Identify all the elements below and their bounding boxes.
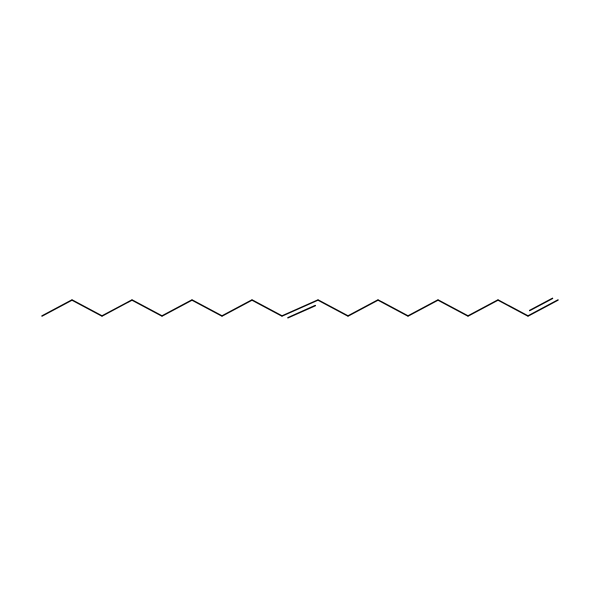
bond-line <box>132 300 162 316</box>
molecule-diagram <box>0 0 600 600</box>
bond-line <box>408 300 438 316</box>
bond-line <box>348 300 378 316</box>
bond-line <box>42 300 72 316</box>
bond-line <box>528 300 558 316</box>
bond-line <box>378 300 408 316</box>
bond-line <box>252 300 282 316</box>
bond-line <box>468 300 498 316</box>
bond-line <box>318 300 348 316</box>
bond-line <box>498 300 528 316</box>
bond-line <box>438 300 468 316</box>
bond-line <box>162 300 192 316</box>
bond-line <box>222 300 252 316</box>
bond-line <box>102 300 132 316</box>
bond-line <box>192 300 222 316</box>
bond-line <box>72 300 102 316</box>
bond-line <box>282 300 318 316</box>
